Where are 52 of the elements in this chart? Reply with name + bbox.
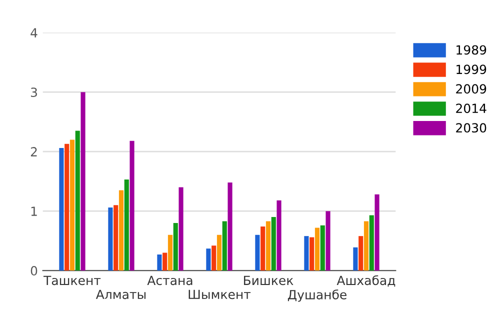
x-tick-label: Астана <box>147 276 192 286</box>
bar <box>260 226 266 271</box>
bar <box>304 236 309 271</box>
bar <box>276 200 282 271</box>
bar <box>271 217 276 271</box>
y-tick-label: 0 <box>30 266 38 276</box>
legend-label: 2014 <box>456 104 486 114</box>
y-tick-label: 2 <box>30 147 37 156</box>
bar <box>353 247 358 271</box>
x-tick-label: Алматы <box>96 290 146 300</box>
bar <box>157 254 162 271</box>
y-tick-label: 3 <box>30 88 37 98</box>
bar <box>59 148 64 271</box>
legend-label: 1999 <box>456 64 486 74</box>
bar <box>266 221 271 271</box>
bar <box>206 248 211 271</box>
bar <box>222 221 227 271</box>
bar <box>369 215 374 271</box>
bar <box>310 237 314 271</box>
bar <box>70 140 75 271</box>
x-tick-label: Ташкент <box>43 276 101 286</box>
legend-label: 2009 <box>456 84 486 94</box>
bar <box>255 234 260 271</box>
legend-label: 1989 <box>456 45 486 55</box>
y-tick-label: 1 <box>31 206 37 216</box>
bar <box>228 182 232 271</box>
legend-label: 2030 <box>456 123 486 133</box>
bar <box>108 208 113 271</box>
bar <box>320 225 325 271</box>
bar <box>64 144 70 271</box>
bar <box>178 187 184 271</box>
bar <box>118 190 124 271</box>
bar <box>124 180 129 271</box>
bar <box>358 236 364 271</box>
bar <box>364 221 369 271</box>
y-tick-label: 4 <box>30 28 38 38</box>
bar <box>80 92 86 271</box>
x-tick-label: Шымкент <box>188 290 251 300</box>
bar <box>162 252 168 271</box>
bar <box>75 130 80 271</box>
bar <box>216 234 222 271</box>
bar <box>212 246 216 271</box>
bar <box>114 205 118 271</box>
bar <box>168 234 173 271</box>
bar <box>314 228 320 271</box>
bar <box>374 194 380 271</box>
bar <box>130 140 134 271</box>
x-tick-label: Ашхабад <box>336 275 396 287</box>
x-tick-label: Бишкек <box>244 276 294 286</box>
x-tick-label: Душанбе <box>288 289 346 302</box>
bar <box>326 211 330 271</box>
bar <box>173 222 178 271</box>
